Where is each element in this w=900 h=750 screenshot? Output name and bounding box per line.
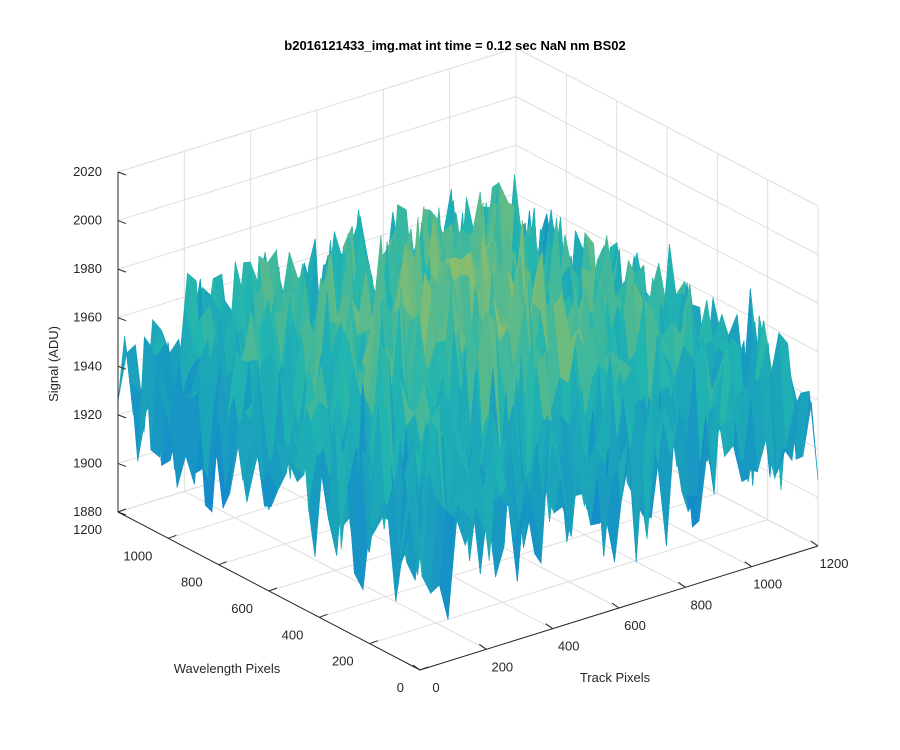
y-tick-label: 600	[231, 601, 253, 616]
chart-title: b2016121433_img.mat int time = 0.12 sec …	[284, 38, 625, 53]
x-tick-mark	[545, 623, 553, 630]
y-tick-label: 1000	[123, 548, 152, 563]
x-tick-label: 400	[558, 639, 580, 654]
y-tick-mark	[117, 508, 127, 513]
z-tick-mark	[117, 365, 127, 370]
z-tick-mark	[117, 171, 127, 176]
surface-mesh	[117, 174, 819, 620]
z-tick-label: 1980	[73, 261, 102, 276]
z-tick-mark	[117, 462, 127, 467]
x-tick-label: 0	[432, 680, 439, 695]
y-tick-label: 200	[332, 654, 354, 669]
grid-line	[515, 47, 819, 207]
grid-line	[117, 96, 517, 222]
x-tick-label: 200	[491, 659, 513, 674]
z-tick-label: 2020	[73, 164, 102, 179]
grid-line	[515, 96, 819, 256]
x-tick-mark	[412, 664, 421, 671]
z-tick-label: 1920	[73, 407, 102, 422]
z-tick-label: 1960	[73, 310, 102, 325]
x-axis-label: Track Pixels	[580, 670, 651, 685]
z-tick-mark	[117, 414, 127, 419]
y-tick-mark	[419, 666, 429, 671]
y-tick-label: 400	[282, 627, 304, 642]
y-tick-mark	[319, 613, 328, 618]
z-tick-mark	[117, 268, 127, 273]
y-tick-mark	[369, 640, 378, 645]
z-tick-mark	[117, 511, 127, 516]
z-tick-mark	[117, 220, 127, 225]
grid-line	[369, 519, 768, 645]
z-axis-label: Signal (ADU)	[46, 326, 61, 402]
x-tick-mark	[611, 602, 620, 609]
z-tick-label: 1900	[73, 455, 102, 470]
surface-facet	[413, 474, 429, 577]
x-tick-label: 800	[690, 597, 712, 612]
y-axis-label: Wavelength Pixels	[174, 661, 281, 676]
axes-box	[117, 171, 819, 671]
z-tick-label: 1940	[73, 358, 102, 373]
grid-line	[117, 47, 517, 173]
y-tick-mark	[218, 561, 227, 566]
x-tick-mark	[810, 540, 819, 547]
y-tick-mark	[168, 534, 177, 539]
x-tick-label: 600	[624, 618, 646, 633]
z-tick-mark	[117, 317, 127, 322]
grid-line	[515, 144, 819, 304]
x-tick-label: 1000	[753, 577, 782, 592]
y-tick-label: 1200	[73, 522, 102, 537]
z-tick-label: 2000	[73, 213, 102, 228]
y-tick-mark	[268, 587, 278, 592]
x-tick-mark	[678, 581, 686, 588]
tick-labels: 0 200 400 600 800 1000 1200 0 200 400 600 800 1000 12…	[73, 164, 848, 695]
z-tick-label: 1880	[73, 504, 102, 519]
y-tick-label: 800	[181, 575, 203, 590]
x-tick-mark	[479, 643, 487, 650]
grid-line	[117, 144, 517, 270]
x-tick-label: 1200	[820, 556, 849, 571]
y-tick-label: 0	[397, 680, 404, 695]
x-tick-mark	[744, 561, 752, 568]
